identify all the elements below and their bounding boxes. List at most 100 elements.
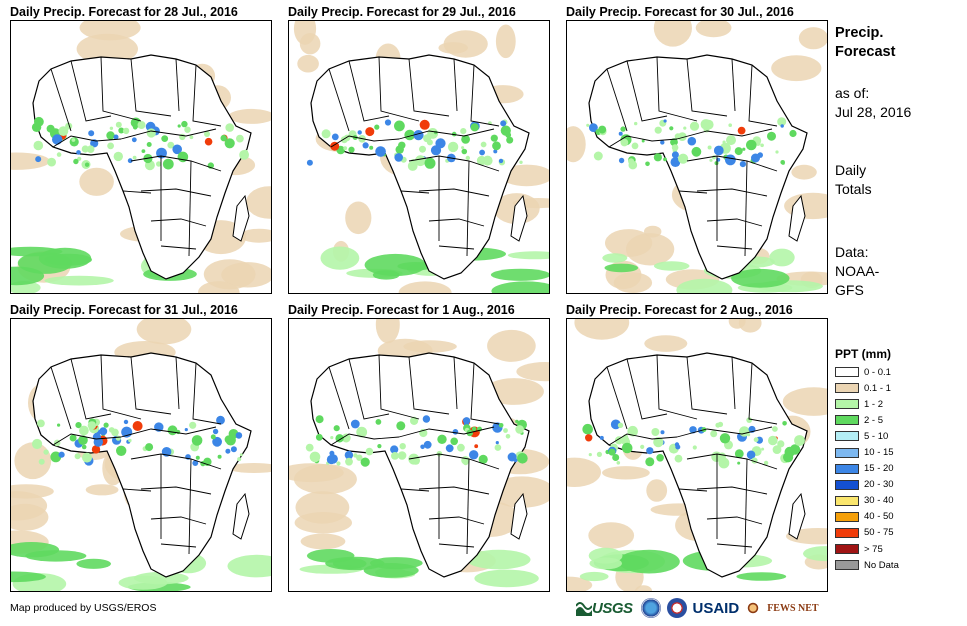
country-border [100, 354, 142, 420]
rain-area [364, 253, 426, 277]
rain-cell [195, 455, 200, 460]
forecast-panel-6: Daily Precip. Forecast for 2 Aug., 2016 [566, 302, 828, 592]
rain-cell [660, 140, 665, 145]
dry-area [203, 259, 256, 290]
rain-cell [726, 135, 736, 146]
rain-area [653, 261, 690, 271]
panel-title: Daily Precip. Forecast for 29 Jul., 2016 [288, 5, 516, 19]
country-border [378, 56, 420, 122]
rain-cell [612, 454, 620, 461]
forecast-panel-2: Daily Precip. Forecast for 29 Jul., 2016 [288, 4, 550, 294]
country-border [408, 58, 450, 117]
rain-cell [419, 119, 430, 130]
rain-cell [596, 451, 602, 457]
rain-area [676, 278, 733, 293]
dry-area [516, 362, 549, 382]
rain-cell [394, 153, 403, 162]
as-of-date: Jul 28, 2016 [835, 104, 912, 120]
country-border [120, 426, 217, 438]
rain-cell [341, 433, 351, 443]
rain-area [370, 557, 423, 570]
rain-cell [146, 142, 152, 147]
rain-cell [451, 158, 455, 162]
rain-cell [645, 161, 650, 167]
panel-title: Daily Precip. Forecast for 30 Jul., 2016 [566, 5, 794, 19]
usgs-logo-text: USGS [592, 599, 633, 617]
country-border [608, 135, 678, 148]
rain-cell [156, 161, 162, 167]
rain-cell [715, 422, 721, 428]
rain-cell [39, 420, 43, 424]
rain-cell [236, 134, 244, 143]
rain-cell [767, 131, 776, 141]
rain-cell [224, 435, 233, 444]
rain-cell [461, 148, 468, 155]
country-border [70, 60, 112, 122]
dry-area [635, 585, 652, 591]
rain-cell [728, 123, 732, 127]
country-border [696, 188, 768, 197]
rain-cell [225, 448, 231, 454]
dry-area [11, 152, 50, 170]
rain-cell [420, 444, 425, 450]
rain-cell [616, 461, 621, 465]
panel-title: Daily Precip. Forecast for 1 Aug., 2016 [288, 303, 515, 317]
rain-cell [167, 425, 178, 436]
precip-legend: PPT (mm) 0 - 0.1 0.1 - 1 1 - 2 2 - 5 5 - 10 1… [835, 346, 945, 573]
rain-cell [445, 444, 454, 453]
dry-area [14, 442, 52, 480]
country-border [50, 68, 72, 132]
rain-cell [79, 425, 89, 436]
forecast-panel-4: Daily Precip. Forecast for 31 Jul., 2016 [10, 302, 272, 592]
rain-cell [586, 123, 590, 127]
legend-item: 40 - 50 [835, 509, 945, 525]
rain-cell [709, 158, 713, 162]
rain-cell [461, 146, 465, 150]
usgs-wave-icon [576, 602, 592, 616]
legend-label: 40 - 50 [864, 511, 894, 523]
country-border [470, 362, 500, 425]
rain-cell [691, 146, 702, 157]
country-border [676, 426, 773, 438]
rain-cell [306, 159, 313, 166]
rain-cell [391, 452, 399, 460]
data-source-block: Data: NOAA- GFS [835, 243, 879, 300]
legend-swatch [835, 367, 859, 378]
rain-cell [734, 147, 743, 156]
rain-cell [375, 419, 382, 425]
rain-cell [718, 457, 730, 469]
rain-cell [469, 450, 479, 460]
country-border [130, 58, 172, 117]
rain-area [736, 572, 787, 581]
rain-cell [331, 133, 339, 141]
rain-cell [687, 136, 697, 146]
rain-cell [210, 434, 216, 440]
country-border [408, 356, 450, 415]
dry-area [567, 457, 601, 487]
rain-cell [656, 454, 664, 462]
country-border [453, 356, 458, 410]
rain-cell [146, 128, 156, 138]
country-border [348, 358, 390, 420]
rain-cell [654, 126, 662, 134]
rain-cell [470, 123, 479, 132]
rain-cell [394, 120, 405, 132]
country-border [120, 128, 217, 140]
rain-cell [670, 138, 678, 146]
legend-swatch [835, 447, 859, 458]
rain-cell [107, 142, 114, 150]
rain-cell [118, 127, 125, 134]
rain-cell [344, 450, 354, 460]
dry-area [398, 281, 452, 293]
rain-cell [127, 158, 133, 164]
madagascar [232, 194, 250, 242]
rain-cell [653, 437, 664, 448]
legend-label: 30 - 40 [864, 495, 894, 507]
rain-cell [671, 151, 679, 159]
rain-cell [413, 130, 424, 141]
country-border [466, 160, 470, 257]
country-border [160, 543, 197, 548]
rain-cell [32, 438, 43, 450]
rain-cell [506, 136, 514, 144]
totals-line: Daily [835, 162, 867, 178]
